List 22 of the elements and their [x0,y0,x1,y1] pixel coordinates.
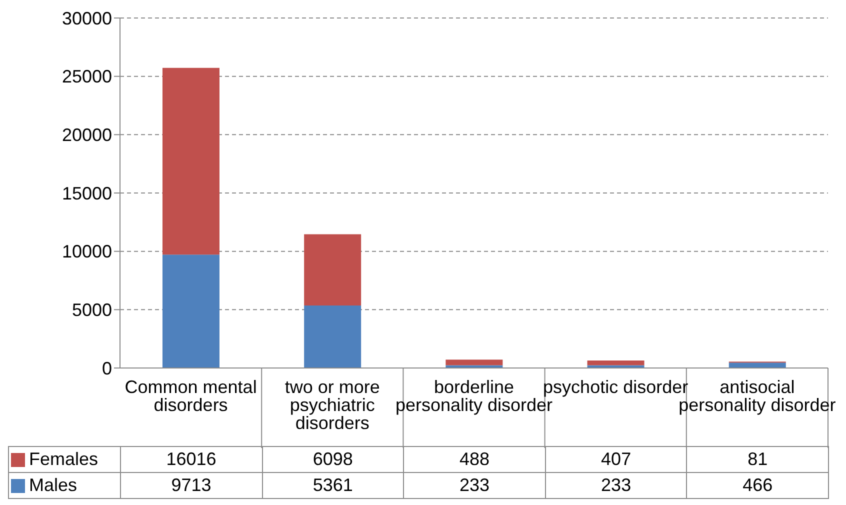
y-tick-label: 30000 [62,8,112,28]
data-label: 81 [686,446,828,472]
y-tick-label: 25000 [62,66,112,87]
data-label: 407 [545,446,687,472]
x-tick-label: psychotic disorder [543,376,688,397]
y-tick-label: 0 [102,358,112,378]
y-tick-label: 5000 [72,300,112,320]
data-label: 9713 [120,472,262,498]
x-tick-label: two or more psychiatric disorders [284,376,380,433]
data-label: 488 [404,446,546,472]
data-label: 233 [545,472,687,498]
data-label: 233 [404,472,546,498]
legend-label: Males [8,472,120,498]
data-label: 16016 [120,446,262,472]
data-label: 466 [686,472,828,498]
x-tick-label: Common mental disorders [124,376,257,415]
y-tick-label: 15000 [62,183,112,204]
y-tick-label: 10000 [62,242,112,262]
data-label: 6098 [262,446,404,472]
legend-label: Females [8,446,120,472]
y-tick-label: 20000 [62,125,112,146]
data-label: 5361 [262,472,404,498]
